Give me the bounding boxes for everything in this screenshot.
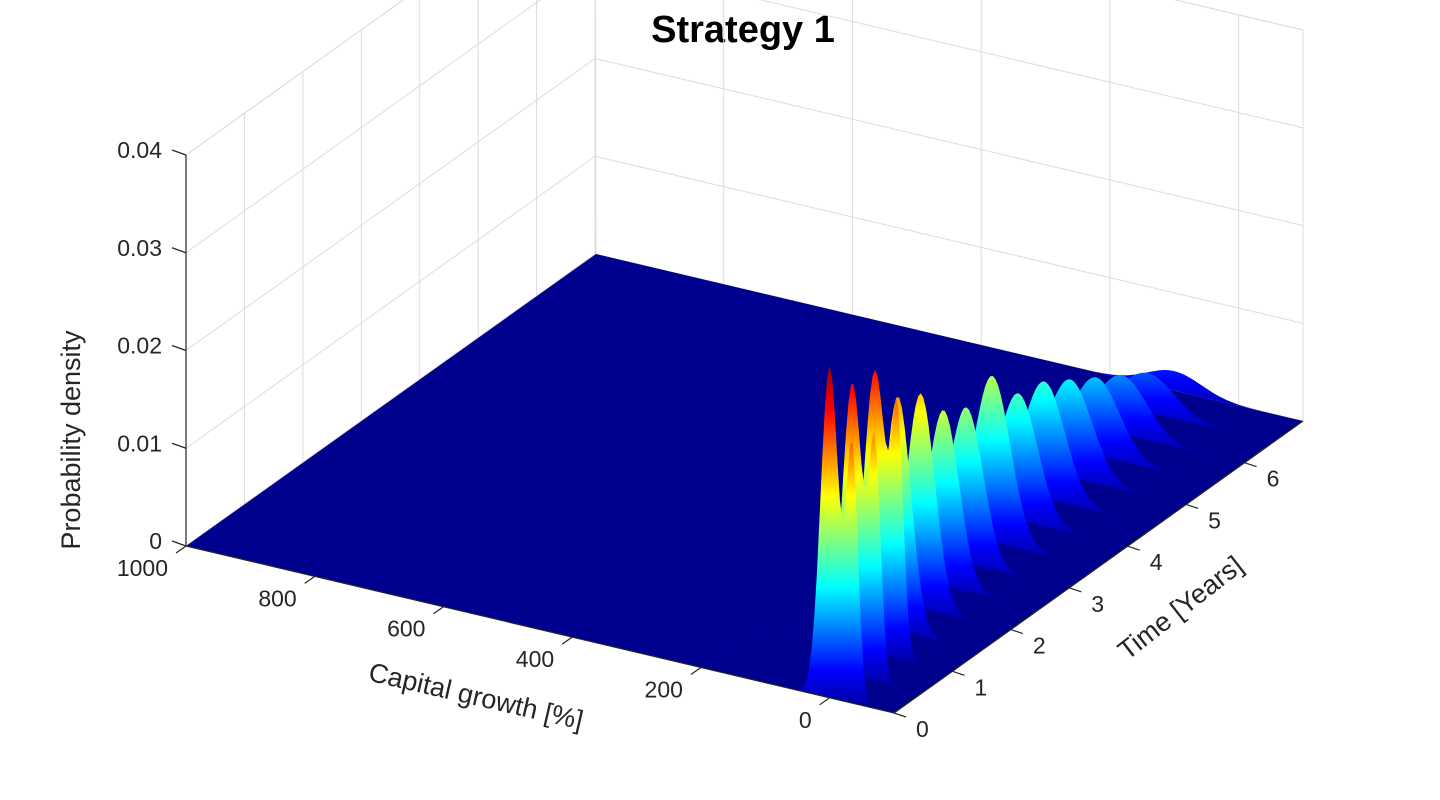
y-tick-mark: [1244, 462, 1257, 468]
z-tick-label: 0.01: [117, 430, 162, 456]
z-tick-mark: [171, 442, 187, 449]
z-tick-label: 0.02: [117, 333, 162, 359]
y-tick-label: 3: [1091, 591, 1104, 617]
surface-ridges: [688, 365, 1303, 713]
y-tick-label: 4: [1150, 549, 1163, 575]
x-tick-label: 400: [516, 646, 554, 672]
z-tick-mark: [171, 540, 187, 547]
y-tick-label: 2: [1033, 633, 1046, 659]
ridge-3.5: [892, 376, 1099, 567]
x-tick-mark: [561, 636, 573, 645]
z-tick-label: 0.04: [117, 137, 162, 163]
surface-base: [186, 254, 1303, 713]
z-tick-mark: [171, 247, 187, 254]
x-tick-mark: [690, 666, 702, 675]
z-ticks: 0 0.01 0.02 0.03 0.04: [117, 137, 187, 554]
ridge-5.5: [1009, 377, 1216, 484]
chart-title: Strategy 1: [651, 9, 835, 51]
x-ticks: 0 200 400 600 800 1000: [117, 545, 830, 733]
y-tick-label: 5: [1208, 507, 1221, 533]
y-ticks: 0 1 2 3 4 5 6: [893, 462, 1280, 742]
z-tick-mark: [171, 149, 187, 156]
z-tick-mark: [171, 344, 187, 352]
y-tick-label: 1: [974, 674, 987, 700]
x-tick-label: 600: [387, 616, 425, 642]
y-tick-mark: [952, 670, 965, 676]
z-tick-label: 0: [149, 528, 162, 554]
z-gridline: [185, 0, 1304, 156]
y-tick-mark: [1010, 629, 1024, 635]
y-tick-mark: [893, 712, 907, 718]
y-tick-label: 0: [916, 716, 929, 742]
x-tick-label: 800: [258, 585, 296, 611]
y-tick-mark: [1127, 545, 1140, 551]
z-tick-label: 0.03: [117, 235, 162, 261]
ridge-6: [1038, 375, 1245, 463]
x-tick-mark: [433, 606, 444, 615]
y-axis-line: [893, 420, 1304, 714]
ridge-5: [980, 379, 1187, 505]
x-tick-mark: [304, 575, 316, 584]
z-axis-label: Probability density: [56, 330, 86, 550]
y-tick-label: 6: [1267, 466, 1280, 492]
ridge-1: [746, 369, 953, 672]
x-axis-line: [185, 545, 895, 714]
y-tick-mark: [1185, 503, 1199, 509]
y-tick-mark: [1069, 587, 1082, 593]
surface-floor: [186, 254, 1303, 713]
ridge-0.5: [717, 384, 924, 693]
x-tick-mark: [175, 545, 187, 554]
x-tick-label: 200: [645, 676, 683, 702]
y-axis-label: Time [Years]: [1112, 550, 1248, 666]
x-tick-mark: [819, 697, 830, 706]
ridge-0: [688, 365, 894, 713]
x-tick-label: 0: [799, 707, 812, 733]
x-tick-label: 1000: [117, 555, 168, 581]
ridge-3: [863, 407, 1070, 588]
z-gridline: [185, 0, 1304, 254]
ridge-4.5: [950, 381, 1157, 526]
